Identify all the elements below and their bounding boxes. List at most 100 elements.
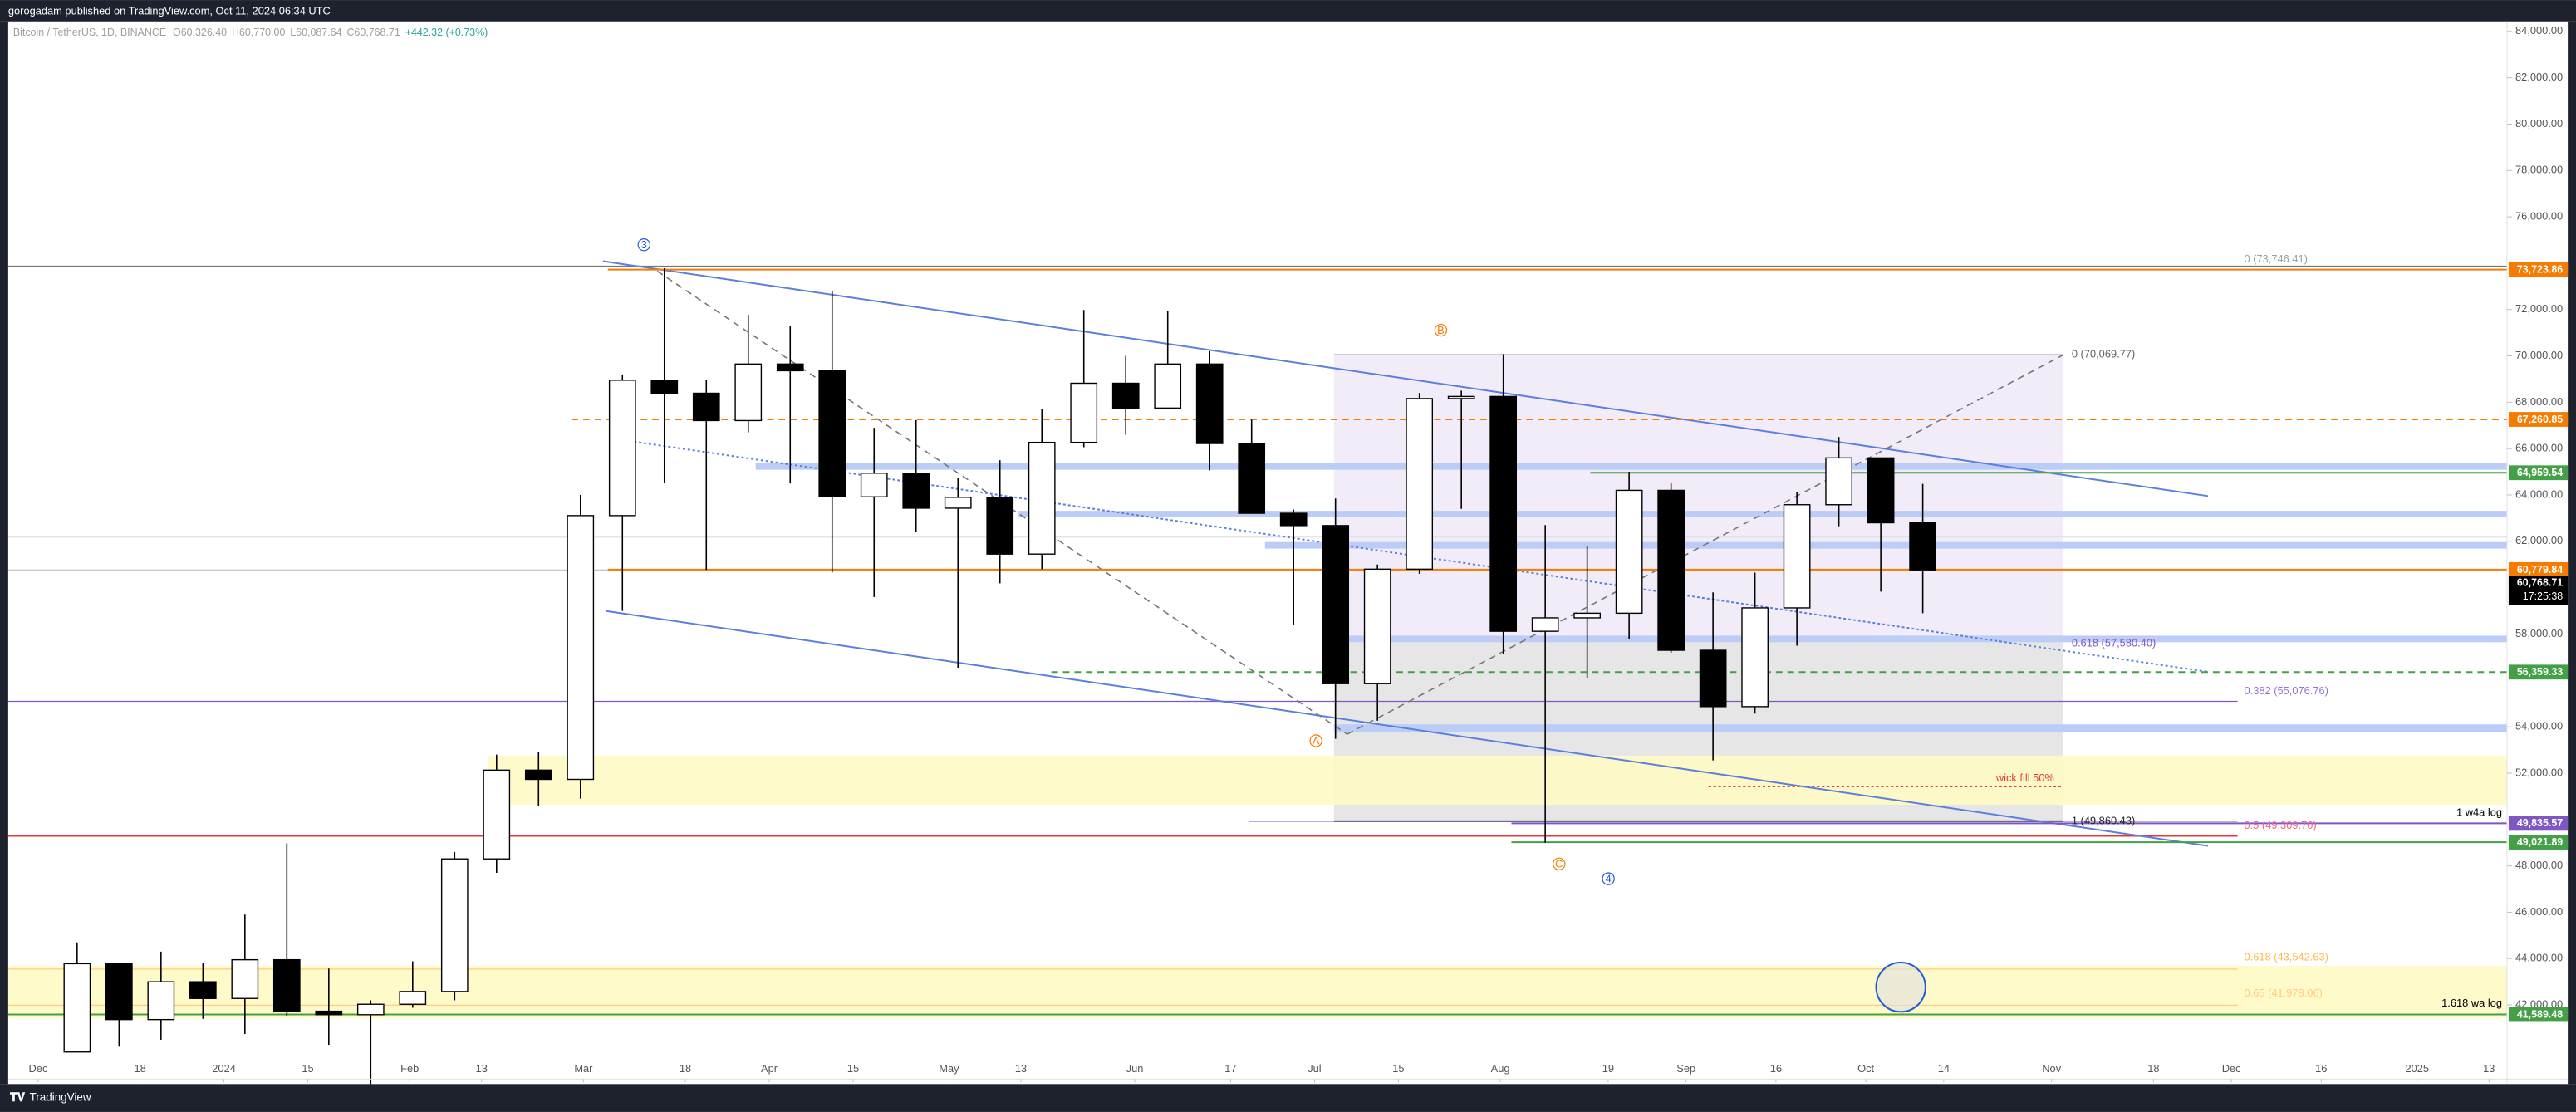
y-tick-label: 62,000.00 — [2515, 534, 2563, 546]
x-tick-label: 2025 — [2405, 1062, 2429, 1075]
x-tick-label: 2024 — [212, 1062, 236, 1075]
y-tick-label: 46,000.00 — [2515, 905, 2563, 918]
header: gorogadam published on TradingView.com, … — [8, 4, 331, 17]
y-tick-label: 68,000.00 — [2515, 395, 2563, 408]
left-edge — [0, 21, 8, 1085]
candle-body — [1867, 457, 1895, 524]
candle-body — [1154, 363, 1182, 409]
x-tick-label: 15 — [847, 1062, 859, 1075]
x-tick-label: Nov — [2042, 1062, 2061, 1075]
y-tick-label: 78,000.00 — [2515, 164, 2563, 176]
price-label-box — [2508, 465, 2569, 481]
x-tick-label: 18 — [134, 1062, 145, 1075]
candles — [63, 268, 1936, 1085]
fib-label: 0.5 (49,309.70) — [2245, 819, 2317, 831]
candle-body — [692, 392, 720, 422]
candle-body — [1028, 441, 1056, 555]
price-label: 49,835.57 — [2517, 817, 2563, 829]
x-tick-label: May — [939, 1062, 959, 1075]
fib-label: wick fill 50% — [1995, 772, 2054, 784]
price-label: 64,959.54 — [2517, 467, 2563, 478]
ohlc-value: +442.32 (+0.73%) — [405, 27, 488, 38]
candle-body — [105, 963, 133, 1021]
band — [755, 463, 2507, 470]
candle-body — [567, 515, 595, 781]
x-tick-label: 16 — [1770, 1062, 1782, 1075]
right-edge — [2568, 21, 2576, 1085]
y-tick-label: 48,000.00 — [2515, 859, 2563, 871]
y-tick-label: 70,000.00 — [2515, 349, 2563, 361]
fib-label: 0.618 (57,580.40) — [2072, 637, 2156, 649]
wave-ring — [1553, 857, 1566, 871]
candle-body — [1070, 382, 1098, 443]
y-tick-label: 82,000.00 — [2515, 71, 2563, 83]
x-tick-label: Jul — [1308, 1062, 1321, 1075]
candle-body — [440, 858, 469, 992]
candle-body — [189, 981, 217, 999]
band — [1333, 635, 2507, 643]
x-tick-label: Jun — [1126, 1062, 1144, 1075]
band — [1018, 511, 2507, 518]
x-tick-label: 18 — [680, 1062, 691, 1075]
y-tick-label: 58,000.00 — [2515, 627, 2563, 639]
range-box — [1333, 355, 2063, 643]
price-label: 60,779.84 — [2517, 564, 2563, 576]
y-tick-label: 52,000.00 — [2515, 766, 2563, 778]
wave-label: C — [1555, 858, 1563, 870]
fib-label: 0 (73,746.41) — [2245, 252, 2308, 265]
x-tick-label: Oct — [1857, 1062, 1874, 1075]
price-label-box — [2508, 412, 2569, 427]
wave-ring — [1434, 323, 1448, 337]
price-label-box — [2508, 1007, 2569, 1022]
ohlc-value: L60,087.64 — [290, 27, 341, 38]
candle-body — [776, 363, 804, 372]
x-tick-label: Aug — [1491, 1062, 1510, 1075]
x-tick-label: Dec — [29, 1062, 48, 1075]
fib-label: 0.382 (55,076.76) — [2245, 684, 2328, 697]
band — [1333, 724, 2507, 733]
price-label: 67,260.85 — [2517, 414, 2563, 425]
candle-body — [902, 473, 930, 509]
price-label: 49,021.89 — [2517, 836, 2563, 848]
levels — [7, 268, 2507, 1016]
candle-body — [818, 370, 846, 497]
last-price-box — [2508, 576, 2569, 605]
x-tick-label: 16 — [2315, 1062, 2327, 1075]
x-tick-label: 15 — [1392, 1062, 1404, 1075]
x-tick-label: Apr — [761, 1062, 778, 1075]
candle-body — [1406, 398, 1434, 571]
candle-body — [399, 991, 427, 1005]
candle-body — [1489, 395, 1518, 632]
candle-body — [944, 497, 972, 509]
countdown: 17:25:38 — [2523, 590, 2563, 602]
candle-body — [1573, 612, 1602, 619]
candle-body — [734, 363, 763, 422]
price-label: 73,723.86 — [2517, 263, 2563, 275]
marker-circle — [1875, 961, 1926, 1013]
fib-label: 0.618 (43,542.63) — [2245, 950, 2328, 963]
candle-body — [608, 380, 636, 517]
band — [1264, 541, 2507, 549]
candle-body — [147, 981, 175, 1021]
fib-label: 0.65 (41,978.06) — [2245, 987, 2323, 999]
candle-body — [231, 958, 259, 999]
fib-line — [1347, 354, 2064, 735]
candle-body — [272, 958, 301, 1012]
logo-mark: 𝐓𝐕 — [10, 1090, 26, 1104]
y-tick-label: 84,000.00 — [2515, 24, 2563, 37]
candle-body — [524, 769, 552, 781]
candle-body — [1363, 568, 1391, 684]
wave-ring — [1309, 734, 1322, 747]
candle-body — [1531, 617, 1559, 632]
footer: TradingView — [30, 1091, 91, 1104]
wave-label: A — [1313, 734, 1320, 747]
wave-label: 4 — [1606, 872, 1612, 884]
price-label-box — [2508, 664, 2569, 680]
channel-line — [606, 610, 2209, 847]
ohlc-value: C60,768.71 — [346, 27, 400, 38]
x-tick-label: 13 — [476, 1062, 488, 1075]
fib-label: 1 (49,860.43) — [2072, 814, 2135, 826]
y-tick-label: 54,000.00 — [2515, 720, 2563, 732]
